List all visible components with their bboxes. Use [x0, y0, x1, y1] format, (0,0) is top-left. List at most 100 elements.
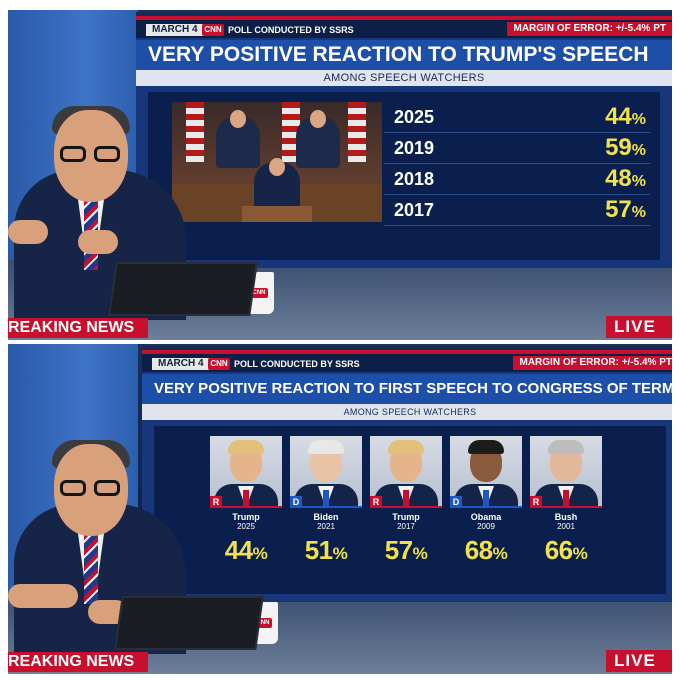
margin-of-error-badge: MARGIN OF ERROR: +/-5.4% PT [507, 22, 672, 36]
speech-photo [172, 102, 382, 222]
president-portrait: D [450, 436, 522, 508]
anchor-left-hand [8, 584, 78, 608]
percent-value: 59% [605, 134, 650, 162]
president-portrait: R [370, 436, 442, 508]
party-color-line [530, 506, 602, 508]
party-badge: R [210, 496, 222, 508]
anchor-glasses [60, 146, 122, 162]
percent-number: 57 [384, 535, 413, 565]
year-label: 2019 [394, 137, 435, 158]
bottom-broadcast-frame: MARCH 4 CNN POLL CONDUCTED BY SSRS MARGI… [8, 344, 672, 674]
portrait-tie [323, 490, 329, 508]
president-portrait: R [530, 436, 602, 508]
breaking-news-banner: REAKING NEWS [8, 652, 149, 672]
party-color-line [450, 506, 522, 508]
percent-value: 48% [605, 165, 650, 193]
portrait-hair [228, 440, 264, 454]
president-name: Trump [232, 512, 260, 522]
speech-year: 2009 [477, 522, 495, 531]
cnn-logo: CNN [202, 24, 224, 36]
percent-number: 57 [605, 196, 632, 223]
poll-headline: VERY POSITIVE REACTION TO TRUMP'S SPEECH [136, 40, 672, 70]
percent-value: 51% [290, 535, 362, 569]
results-panel: R Trump 2025 44% D Biden 2021 51% R Trump 2017 57% D… [154, 426, 666, 594]
party-badge: R [370, 496, 382, 508]
president-portrait: D [290, 436, 362, 508]
portrait-hair [468, 440, 504, 454]
percent-value: 44% [605, 103, 650, 131]
portrait-hair [388, 440, 424, 454]
podium [242, 206, 312, 222]
top-broadcast-frame: MARCH 4 CNN POLL CONDUCTED BY SSRS MARGI… [8, 10, 672, 340]
president-name: Bush [554, 512, 578, 522]
president-name: Obama [470, 512, 502, 522]
president-card: R Trump 2017 57% [370, 436, 442, 569]
date-badge: MARCH 4 [146, 24, 204, 36]
cup-logo: CNN [254, 618, 272, 628]
flag-right [348, 102, 366, 162]
president-card: D Biden 2021 51% [290, 436, 362, 569]
party-color-line [290, 506, 362, 508]
margin-of-error-badge: MARGIN OF ERROR: +/-5.4% PT [513, 356, 672, 370]
news-anchor [8, 404, 198, 654]
percent-value: 68% [450, 535, 522, 569]
poll-source-label: POLL CONDUCTED BY SSRS [228, 25, 354, 35]
party-badge: D [290, 496, 302, 508]
percent-sign: % [332, 544, 348, 563]
flag-center [282, 102, 300, 162]
portrait-hair [308, 440, 344, 454]
flag-left [186, 102, 204, 162]
laptop [114, 596, 264, 650]
percent-sign: % [631, 204, 646, 221]
speech-year: 2001 [557, 522, 575, 531]
president-card: R Bush 2001 66% [530, 436, 602, 569]
speech-year: 2017 [397, 522, 415, 531]
percent-number: 48 [605, 165, 632, 192]
date-badge: MARCH 4 [152, 358, 210, 370]
poll-graphic-screen: MARCH 4 CNN POLL CONDUCTED BY SSRS MARGI… [142, 346, 672, 602]
president-name: Trump [392, 512, 420, 522]
percent-number: 44 [605, 103, 632, 130]
percent-number: 44 [224, 535, 253, 565]
president-name: Biden [313, 512, 339, 522]
year-row: 2017 57% [384, 195, 650, 226]
president-card: R Trump 2025 44% [210, 436, 282, 569]
speaker-face [269, 158, 285, 176]
anchor-glasses [60, 480, 122, 496]
year-results-list: 2025 44% 2019 59% 2018 48% 2017 57% [384, 102, 650, 226]
percent-sign: % [572, 544, 588, 563]
percent-sign: % [492, 544, 508, 563]
year-row: 2018 48% [384, 164, 650, 195]
poll-source-label: POLL CONDUCTED BY SSRS [234, 359, 360, 369]
speech-year: 2025 [237, 522, 255, 531]
live-badge: LIVE [606, 650, 672, 672]
anchor-left-hand [8, 220, 48, 244]
cnn-logo: CNN [208, 358, 230, 370]
portrait-tie [243, 490, 249, 508]
results-panel: 2025 44% 2019 59% 2018 48% 2017 57% [148, 92, 660, 260]
year-row: 2025 44% [384, 102, 650, 133]
year-row: 2019 59% [384, 133, 650, 164]
portrait-hair [548, 440, 584, 454]
laptop [108, 262, 258, 316]
dais-face-right [310, 110, 326, 128]
president-card: D Obama 2009 68% [450, 436, 522, 569]
dais-face-left [230, 110, 246, 128]
poll-headline: VERY POSITIVE REACTION TO FIRST SPEECH T… [142, 374, 672, 404]
percent-number: 59 [605, 134, 632, 161]
percent-number: 68 [464, 535, 493, 565]
portrait-tie [403, 490, 409, 508]
anchor-right-hand [78, 230, 118, 254]
portrait-tie [483, 490, 489, 508]
red-accent-line [142, 350, 672, 354]
party-badge: R [530, 496, 542, 508]
poll-subhead: AMONG SPEECH WATCHERS [136, 70, 672, 86]
portrait-tie [563, 490, 569, 508]
breaking-news-banner: REAKING NEWS [8, 318, 149, 338]
percent-value: 57% [605, 196, 650, 224]
percent-value: 66% [530, 535, 602, 569]
live-badge: LIVE [606, 316, 672, 338]
year-label: 2017 [394, 199, 435, 220]
percent-number: 66 [544, 535, 573, 565]
cup-logo: CNN [250, 288, 268, 298]
